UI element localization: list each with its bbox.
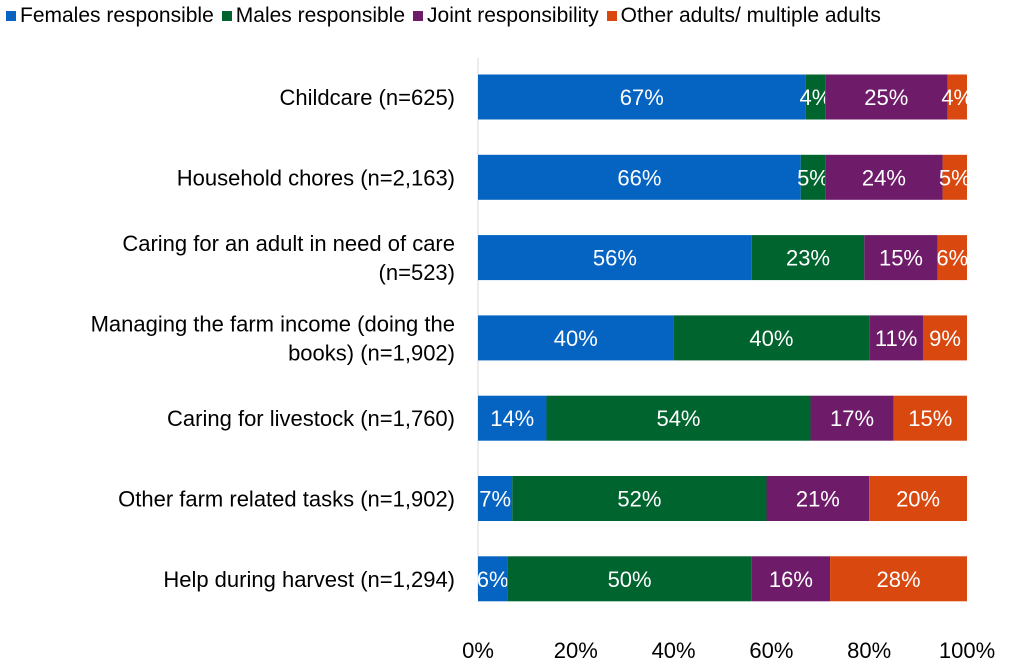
bar-segment [478, 235, 752, 281]
legend-item: Males responsible [221, 4, 406, 28]
data-label: 24% [862, 165, 906, 190]
legend-swatch [6, 11, 16, 21]
legend-item: Females responsible [6, 4, 214, 28]
bar-segment [922, 315, 967, 361]
legend-swatch [221, 11, 232, 21]
data-label: 28% [877, 567, 921, 592]
data-label: 5% [939, 165, 971, 190]
x-tick-label: 100% [939, 638, 995, 663]
bar-segment [507, 556, 752, 602]
bar-segment [800, 154, 826, 200]
category-label: books) (n=1,902) [288, 340, 455, 365]
data-label: 14% [490, 406, 534, 431]
data-label: 20% [896, 487, 940, 512]
bar-segment [766, 476, 870, 521]
bar-segment [751, 235, 865, 281]
bar-segment [478, 556, 508, 602]
x-tick-label: 40% [652, 638, 696, 663]
data-label: 15% [879, 246, 923, 271]
legend-item: Joint responsibility [413, 4, 599, 28]
data-label: 15% [908, 406, 952, 431]
bar-segment [751, 556, 831, 602]
data-label: 16% [769, 567, 813, 592]
x-tick-label: 60% [749, 638, 793, 663]
legend: Females responsible Males responsible Join… [6, 4, 889, 28]
x-tick-label: 20% [554, 638, 598, 663]
bar-segment [546, 395, 811, 441]
data-label: 40% [554, 326, 598, 351]
legend-label: Joint responsibility [427, 4, 599, 27]
category-label: Help during harvest (n=1,294) [163, 567, 455, 592]
bar-segment [825, 74, 948, 120]
bar-segment [810, 395, 894, 441]
data-label: 5% [797, 165, 829, 190]
legend-label: Males responsible [235, 4, 406, 27]
bar-segment [478, 476, 513, 521]
data-label: 50% [608, 567, 652, 592]
legend-label: Females responsible [20, 4, 214, 27]
x-tick-label: 0% [462, 638, 494, 663]
data-label: 11% [875, 326, 917, 351]
data-label: 7% [479, 487, 511, 512]
bar-segment [478, 315, 674, 361]
bar-segment [478, 74, 806, 120]
data-label: 56% [593, 246, 637, 271]
data-label: 40% [749, 326, 793, 351]
bar-segment [937, 235, 967, 281]
bar-segment [869, 315, 923, 361]
legend-swatch [413, 11, 424, 21]
bar-segment [478, 395, 547, 441]
legend-item: Other adults/ multiple adults [606, 4, 881, 28]
data-label: 6% [936, 246, 968, 271]
category-label: Caring for an adult in need of care [122, 231, 455, 256]
bar-segment [942, 154, 967, 200]
data-label: 66% [617, 165, 661, 190]
category-label: (n=523) [379, 260, 455, 285]
data-label: 6% [477, 567, 509, 592]
category-label: Household chores (n=2,163) [177, 165, 455, 190]
bar-segment [673, 315, 870, 361]
data-label: 17% [830, 406, 874, 431]
bar-segment [947, 74, 967, 120]
category-label: Childcare (n=625) [280, 85, 455, 110]
legend-label: Other adults/ multiple adults [620, 4, 881, 27]
category-label: Caring for livestock (n=1,760) [167, 406, 455, 431]
bar-segment [893, 395, 967, 441]
category-label: Managing the farm income (doing the [91, 311, 455, 336]
category-label: Other farm related tasks (n=1,902) [118, 487, 455, 512]
bar-segment [825, 154, 943, 200]
bar-segment [864, 235, 938, 281]
data-label: 21% [796, 487, 840, 512]
bar-segment [512, 476, 767, 521]
data-label: 67% [620, 85, 664, 110]
bar-segment [830, 556, 967, 602]
data-label: 52% [617, 487, 661, 512]
bar-segment [869, 476, 967, 521]
bar-segment [478, 154, 801, 200]
bar-segment [805, 74, 826, 120]
data-label: 54% [656, 406, 700, 431]
data-label: 9% [929, 326, 961, 351]
data-label: 25% [864, 85, 908, 110]
data-label: 4% [941, 85, 973, 110]
legend-swatch [606, 11, 617, 21]
x-tick-label: 80% [847, 638, 891, 663]
data-label: 23% [786, 246, 830, 271]
